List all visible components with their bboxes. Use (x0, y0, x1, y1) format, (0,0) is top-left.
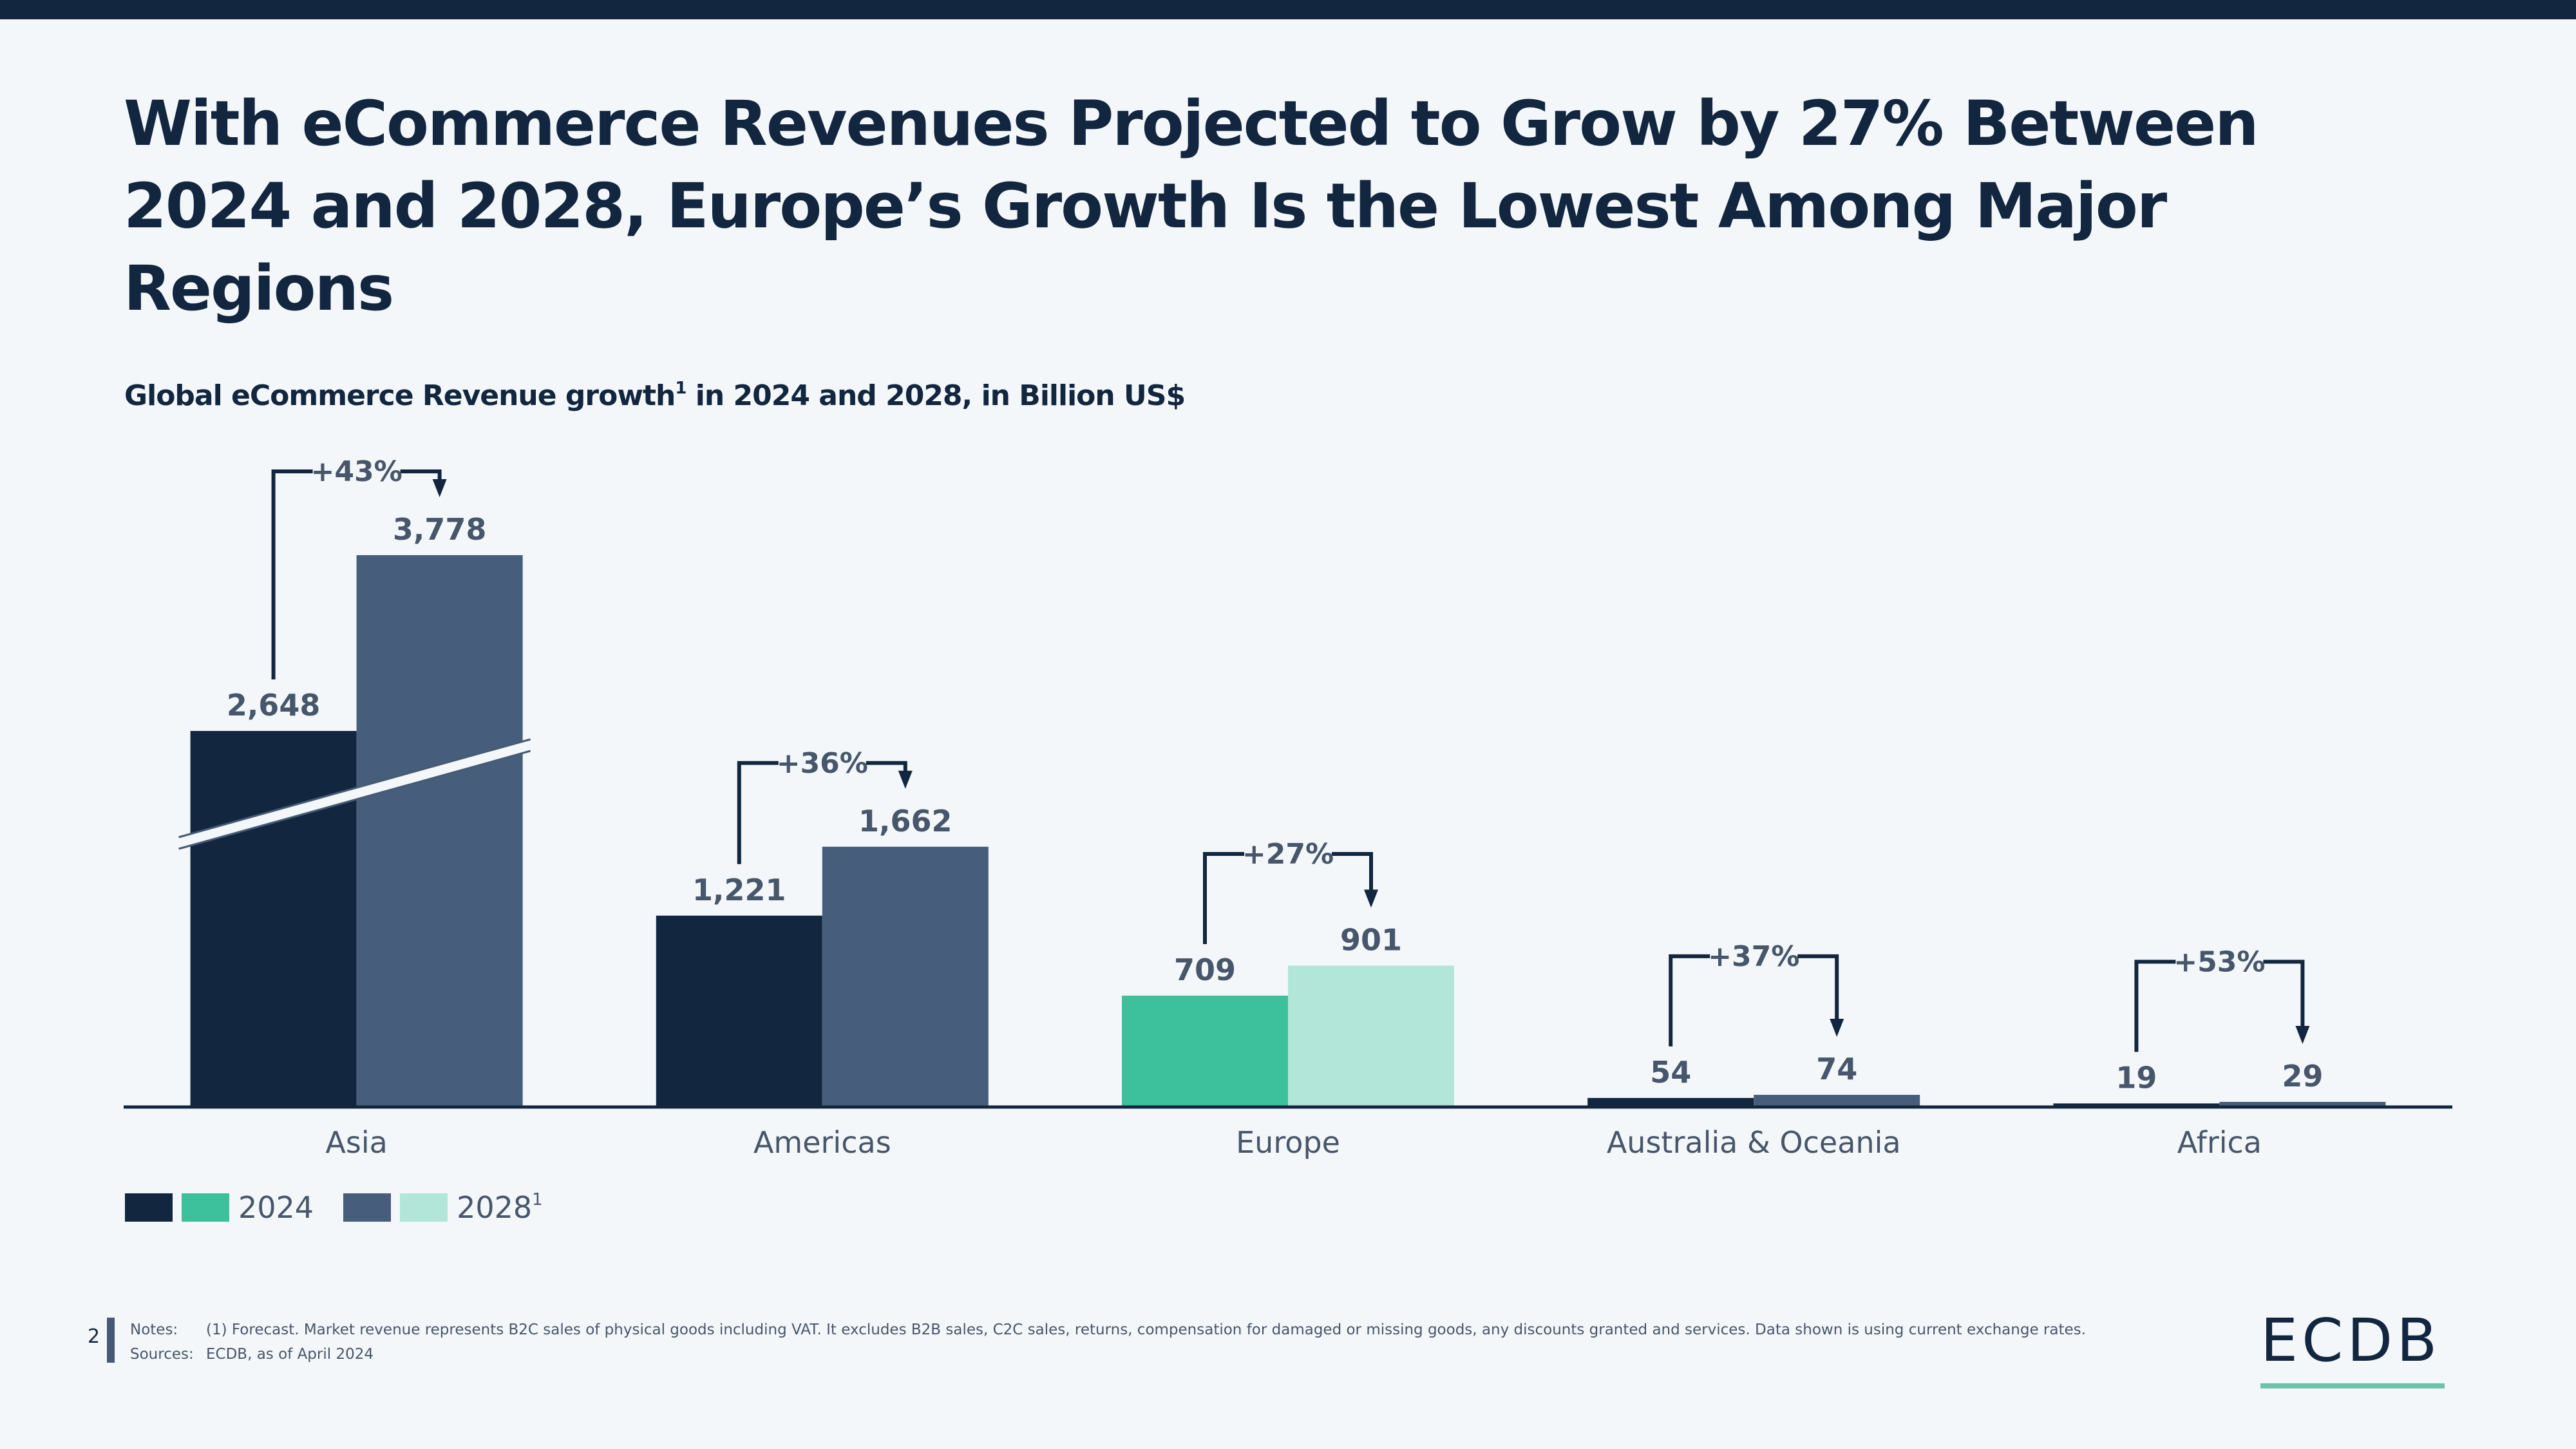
bracket-left-line (737, 761, 779, 864)
arrow-down-icon (1364, 889, 1378, 908)
bracket-right-line (1332, 851, 1373, 892)
chart-subtitle: Global eCommerce Revenue growth1 in 2024… (124, 379, 1186, 412)
bracket-left-line (1669, 954, 1710, 1046)
legend-swatch-2024-green (182, 1193, 229, 1222)
sources-row: Sources: ECDB, as of April 2024 (130, 1342, 2086, 1367)
footnote-marker: 1 (675, 379, 687, 398)
page-title: With eCommerce Revenues Projected to Gro… (124, 88, 2259, 325)
arrow-down-icon (898, 770, 913, 789)
bar-europe-2028 (1288, 965, 1454, 1106)
category-label-asia: Asia (325, 1125, 387, 1160)
bar-africa-2024 (2053, 1103, 2220, 1106)
category-label-americas: Americas (753, 1125, 891, 1160)
bracket-right-line (2263, 960, 2305, 1028)
bar-americas-2028 (822, 846, 989, 1106)
bar-asia-2024 (190, 731, 357, 1106)
growth-label-americas: +36% (777, 747, 868, 780)
ecdb-logo: ECDB (2260, 1311, 2447, 1388)
bracket-right-line (1797, 954, 1839, 1021)
sources-text: ECDB, as of April 2024 (206, 1346, 374, 1363)
data-label-australia-oceania-2024: 54 (1650, 1055, 1691, 1090)
data-label-asia-2024: 2,648 (227, 688, 321, 723)
bar-asia-2028 (356, 555, 523, 1106)
chart-legend: 2024 20281 (125, 1190, 573, 1225)
data-label-africa-2028: 29 (2282, 1059, 2323, 1094)
category-label-africa: Africa (2177, 1125, 2262, 1160)
bar-australia-oceania-2024 (1587, 1097, 1754, 1106)
bracket-right-line (866, 761, 907, 773)
data-label-americas-2024: 1,221 (692, 873, 786, 907)
top-banner (0, 0, 2576, 19)
page-number-divider (107, 1318, 115, 1363)
bracket-left-line (1203, 851, 1244, 944)
growth-label-asia: +43% (311, 455, 402, 488)
arrow-down-icon (432, 479, 447, 497)
data-label-europe-2024: 709 (1174, 952, 1236, 987)
bar-americas-2024 (656, 915, 822, 1106)
logo-text: ECDB (2260, 1306, 2441, 1375)
data-label-europe-2028: 901 (1340, 922, 1402, 957)
notes-label: Notes: (130, 1321, 178, 1338)
subtitle-rest: in 2024 and 2028, in Billion US$ (686, 379, 1186, 412)
data-label-africa-2024: 19 (2116, 1060, 2157, 1095)
growth-label-africa: +53% (2174, 945, 2265, 978)
legend-swatch-2028-green (400, 1193, 448, 1222)
page-number: 2 (88, 1325, 100, 1348)
arrow-down-icon (1830, 1019, 1844, 1037)
data-label-asia-2028: 3,778 (393, 512, 487, 547)
data-label-americas-2028: 1,662 (858, 804, 952, 838)
growth-bracket-asia (271, 469, 447, 679)
legend-label-2028: 20281 (457, 1190, 543, 1225)
growth-bracket-americas (737, 761, 913, 864)
legend-label-2024: 2024 (238, 1190, 314, 1225)
arrow-down-icon (2295, 1025, 2310, 1044)
notes-row: Notes: (1) Forecast. Market revenue repre… (130, 1318, 2086, 1342)
legend-swatch-2028-dark (343, 1193, 392, 1222)
category-label-europe: Europe (1236, 1125, 1340, 1160)
notes-text: (1) Forecast. Market revenue represents … (206, 1321, 2086, 1338)
bracket-left-line (271, 469, 313, 679)
bar-africa-2028 (2219, 1101, 2386, 1106)
data-label-australia-oceania-2028: 74 (1816, 1052, 1857, 1086)
axis-break-line-top (178, 738, 531, 838)
bar-australia-oceania-2028 (1754, 1095, 1920, 1106)
logo-underline (2260, 1383, 2445, 1388)
bracket-left-line (2134, 960, 2176, 1052)
category-label-australia-oceania: Australia & Oceania (1607, 1125, 1901, 1160)
growth-label-europe: +27% (1242, 838, 1334, 871)
growth-bracket-australia-oceania (1669, 954, 1844, 1046)
bracket-right-line (400, 469, 442, 481)
legend-swatch-2024-dark (125, 1193, 173, 1222)
sources-label: Sources: (130, 1346, 194, 1363)
axis-break-gap (178, 739, 531, 849)
growth-label-australia-oceania: +37% (1708, 940, 1799, 973)
growth-bracket-europe (1203, 851, 1378, 944)
growth-bracket-africa (2134, 960, 2310, 1052)
footnotes: Notes: (1) Forecast. Market revenue repre… (130, 1318, 2086, 1367)
axis-break-line-bottom (178, 750, 531, 850)
bar-europe-2024 (1122, 995, 1288, 1106)
subtitle-main: Global eCommerce Revenue growth (124, 379, 676, 412)
